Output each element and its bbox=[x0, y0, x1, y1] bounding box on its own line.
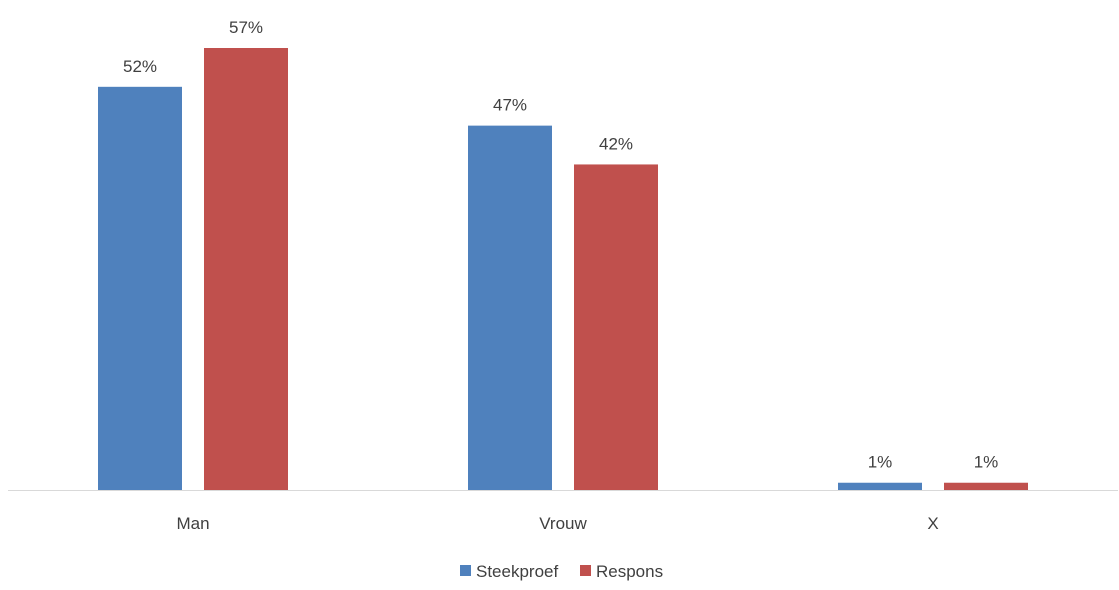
data-label-steekproef-vrouw: 47% bbox=[493, 96, 527, 115]
x-tick-label-vrouw: Vrouw bbox=[539, 514, 587, 533]
data-label-respons-man: 57% bbox=[229, 18, 263, 37]
data-label-respons-vrouw: 42% bbox=[599, 134, 633, 153]
legend-swatch-respons bbox=[580, 565, 591, 576]
x-tick-label-man: Man bbox=[176, 514, 209, 533]
bar-steekproef-vrouw bbox=[468, 125, 552, 491]
legend-swatch-steekproef bbox=[460, 565, 471, 576]
legend-label-respons: Respons bbox=[596, 562, 663, 581]
legend-label-steekproef: Steekproef bbox=[476, 562, 558, 581]
bar-respons-man bbox=[204, 48, 288, 491]
bar-steekproef-x bbox=[838, 482, 922, 491]
bar-respons-x bbox=[944, 482, 1028, 491]
bar-steekproef-man bbox=[98, 86, 182, 491]
data-label-steekproef-x: 1% bbox=[868, 453, 893, 472]
bar-respons-vrouw bbox=[574, 164, 658, 491]
data-label-respons-x: 1% bbox=[974, 453, 999, 472]
x-tick-label-x: X bbox=[927, 514, 938, 533]
data-label-steekproef-man: 52% bbox=[123, 57, 157, 76]
